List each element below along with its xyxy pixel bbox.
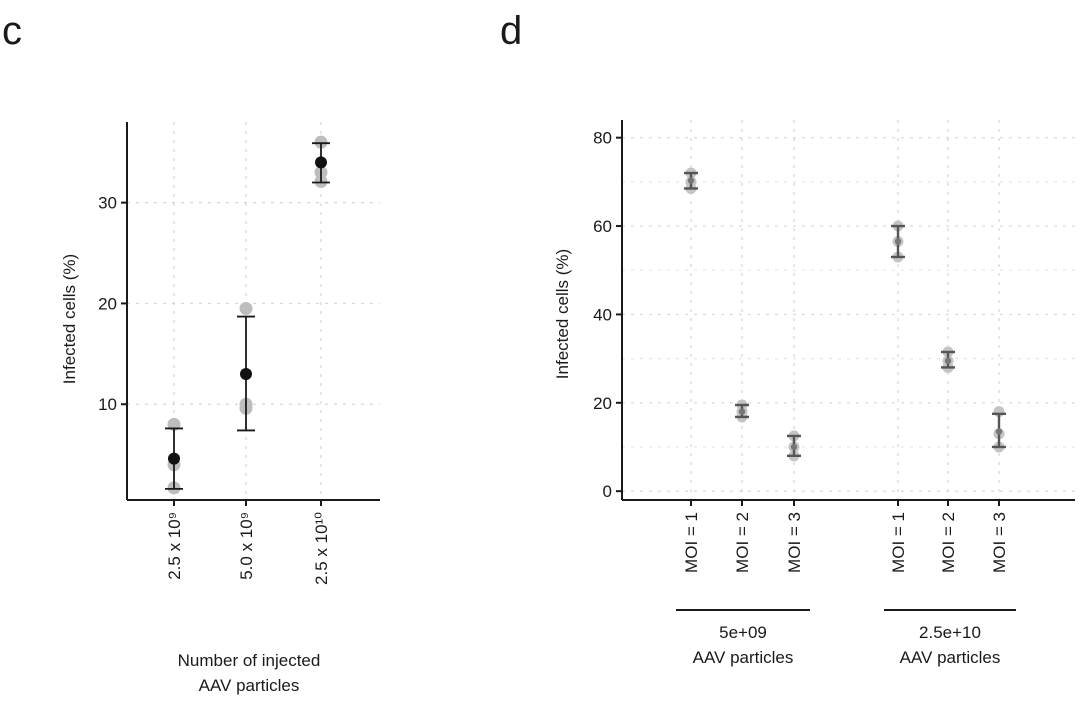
panel-d-chart: 0 20 40 60 80 MOI = 1 MOI = 2 MOI = 3 MOI = 1 MOI…: [553, 120, 1075, 667]
mean-point: [894, 238, 902, 245]
mean-point: [315, 156, 327, 169]
x-tick-label: MOI = 1: [682, 512, 701, 573]
x-tick-label: 2.5 x 10¹⁰: [312, 512, 331, 585]
y-tick-label: 10: [98, 395, 117, 414]
group-label: 2.5e+10: [919, 623, 981, 642]
x-axis-title: Number of injected: [178, 651, 321, 670]
x-tick-label: 5.0 x 10⁹: [237, 512, 256, 580]
mean-point: [687, 177, 695, 184]
y-tick-label: 40: [593, 305, 612, 324]
panel-d-letter: d: [500, 9, 522, 53]
replicate-point: [314, 135, 328, 149]
y-tick-label: 20: [98, 294, 117, 313]
mean-point: [168, 452, 180, 465]
y-tick-label: 60: [593, 217, 612, 236]
panel-c-chart: 10 20 30 2.5 x 10⁹ 5.0 x 10⁹ 2.5 x 10¹⁰ Infect…: [60, 122, 380, 695]
y-tick-label: 30: [98, 194, 117, 213]
group-label: AAV particles: [693, 648, 794, 667]
y-tick-label: 20: [593, 394, 612, 413]
mean-point: [944, 357, 952, 365]
x-tick-label: 2.5 x 10⁹: [165, 512, 184, 580]
y-tick-label: 0: [603, 482, 612, 501]
group-label: 5e+09: [719, 623, 767, 642]
x-tick-label: MOI = 1: [889, 512, 908, 573]
replicate-point: [239, 301, 253, 315]
mean-point: [995, 428, 1003, 435]
x-axis-title: AAV particles: [199, 676, 300, 695]
mean-point: [738, 408, 746, 415]
panel-c-letter: c: [2, 9, 22, 53]
x-tick-label: MOI = 3: [990, 512, 1009, 573]
x-tick-label: MOI = 2: [939, 512, 958, 573]
mean-point: [790, 443, 798, 451]
group-label: AAV particles: [900, 648, 1001, 667]
mean-point: [240, 368, 252, 380]
y-tick-label: 80: [593, 129, 612, 148]
x-tick-label: MOI = 3: [785, 512, 804, 573]
y-axis-title: Infected cells (%): [60, 254, 79, 384]
x-tick-label: MOI = 2: [733, 512, 752, 573]
y-axis-title: Infected cells (%): [553, 249, 572, 379]
